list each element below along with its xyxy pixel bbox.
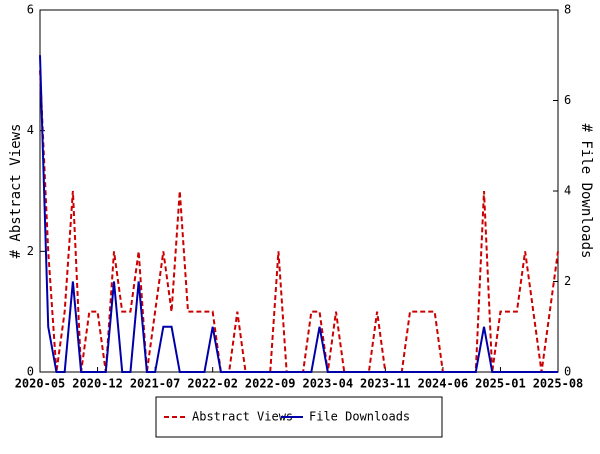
y2-axis-label: # File Downloads	[578, 124, 594, 259]
x-tick-label: 2025-01	[475, 377, 526, 391]
x-tick-label: 2025-08	[533, 377, 584, 391]
x-tick-label: 2022-09	[245, 377, 296, 391]
y2-tick-label: 4	[564, 184, 571, 198]
x-tick-label: 2022-02	[187, 377, 238, 391]
legend	[155, 396, 443, 438]
y-tick-label: 0	[27, 365, 34, 379]
legend-label: File Downloads	[309, 410, 410, 424]
y-axis-label: # Abstract Views	[8, 124, 24, 259]
y2-tick-label: 6	[564, 93, 571, 107]
legend-label: Abstract Views	[192, 410, 293, 424]
x-tick-label: 2021-07	[130, 377, 181, 391]
y-tick-label: 6	[27, 3, 34, 17]
y2-tick-label: 8	[564, 3, 571, 17]
x-tick-label: 2023-04	[302, 377, 353, 391]
x-tick-label: 2023-11	[360, 377, 411, 391]
y2-tick-label: 2	[564, 274, 571, 288]
x-tick-label: 2024-06	[418, 377, 469, 391]
y-tick-label: 2	[27, 244, 34, 258]
x-tick-label: 2020-12	[72, 377, 123, 391]
y-tick-label: 4	[27, 123, 34, 137]
x-tick-label: 2020-05	[15, 377, 66, 391]
series-line	[39, 55, 558, 373]
y2-tick-label: 0	[564, 365, 571, 379]
